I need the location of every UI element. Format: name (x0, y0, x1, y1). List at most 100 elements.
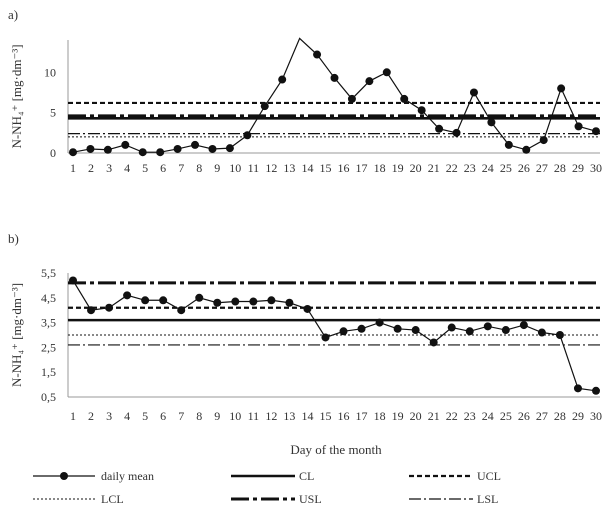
legend-item-usl: USL (231, 492, 322, 506)
daily-mean-point (592, 386, 600, 395)
x-tick-label: 24 (482, 409, 494, 423)
daily-mean-point (504, 140, 513, 149)
daily-mean-point (86, 144, 95, 153)
x-tick-label: 15 (319, 161, 331, 175)
daily-mean-point (278, 75, 287, 84)
x-tick-label: 2 (88, 161, 94, 175)
chart-panel-b: b)N-NH₄⁺ [mg·dm⁻³]0,51,52,53,54,55,51 2 3 4… (8, 231, 602, 423)
chart-legend: daily mean CL UCL LCL USL LSL (33, 469, 501, 506)
x-tick-label: 20 (410, 161, 422, 175)
x-tick-label: 10 (229, 161, 241, 175)
x-tick-label: 8 (196, 161, 202, 175)
daily-mean-point (357, 324, 366, 333)
daily-mean-point (365, 77, 374, 86)
x-tick-label: 18 (374, 409, 386, 423)
daily-mean-point (465, 327, 474, 336)
daily-mean-point (105, 303, 114, 312)
daily-mean-point (375, 318, 384, 327)
legend-label: LCL (101, 492, 124, 506)
x-tick-label: 6 (160, 409, 166, 423)
x-tick-label: 4 (124, 409, 130, 423)
x-tick-label: 24 (482, 161, 494, 175)
x-tick-label: 14 (301, 161, 313, 175)
x-tick-label: 26 (518, 161, 530, 175)
daily-mean-point (573, 384, 582, 393)
x-tick-label: 17 (356, 161, 368, 175)
daily-mean-point (123, 291, 132, 300)
daily-mean-point (213, 298, 222, 307)
x-tick-label: 30 (590, 409, 602, 423)
x-tick-label: 16 (338, 409, 350, 423)
daily-mean-point (429, 338, 438, 347)
daily-mean-point (347, 94, 356, 103)
x-tick-label: 30 (590, 161, 602, 175)
daily-mean-point (121, 140, 130, 149)
daily-mean-point (574, 122, 583, 131)
daily-mean-point (519, 321, 528, 330)
daily-mean-line (72, 280, 597, 392)
x-tick-label: 21 (428, 161, 440, 175)
y-tick-label: 4,5 (41, 291, 56, 305)
y-tick-label: 2,5 (41, 340, 56, 354)
daily-mean-point (393, 324, 402, 333)
x-tick-label: 25 (500, 161, 512, 175)
daily-mean-point (249, 297, 258, 306)
x-tick-label: 1 (70, 161, 76, 175)
daily-mean-point (260, 102, 269, 111)
legend-label: UCL (477, 469, 501, 483)
x-tick-label: 4 (124, 161, 130, 175)
y-tick-label: 0,5 (41, 390, 56, 404)
x-tick-label: 12 (265, 161, 277, 175)
x-tick-label: 16 (338, 161, 350, 175)
daily-mean-point (231, 297, 240, 306)
daily-mean-point (303, 304, 312, 313)
daily-mean-point (501, 326, 510, 335)
legend-item-daily: daily mean (33, 469, 154, 483)
y-tick-label: 5 (50, 106, 56, 120)
daily-mean-point (225, 144, 234, 153)
x-tick-label: 22 (446, 409, 458, 423)
daily-mean-point (469, 88, 478, 97)
daily-mean-point (195, 293, 204, 302)
x-tick-label: 2 (88, 409, 94, 423)
x-tick-label: 28 (554, 409, 566, 423)
x-axis-label: Day of the month (290, 442, 382, 457)
x-tick-label: 28 (554, 161, 566, 175)
x-tick-label: 29 (572, 409, 584, 423)
daily-mean-point (435, 124, 444, 133)
daily-mean-point (313, 50, 322, 59)
daily-mean-point (339, 327, 348, 336)
y-tick-label: 1,5 (41, 365, 56, 379)
x-tick-label: 27 (536, 409, 548, 423)
x-tick-label: 26 (518, 409, 530, 423)
daily-mean-point (69, 276, 77, 285)
panel-label: b) (8, 231, 19, 246)
x-tick-label: 23 (464, 161, 476, 175)
daily-mean-point (417, 106, 426, 115)
x-tick-label: 3 (106, 161, 112, 175)
daily-mean-point (69, 148, 77, 157)
daily-mean-point (555, 331, 564, 339)
y-tick-label: 10 (44, 65, 56, 79)
x-tick-label: 20 (410, 409, 422, 423)
legend-item-ucl: UCL (409, 469, 501, 483)
daily-mean-point (411, 326, 420, 335)
x-tick-label: 5 (142, 409, 148, 423)
legend-label: CL (299, 469, 314, 483)
daily-mean-point (87, 306, 96, 315)
x-tick-label: 22 (446, 161, 458, 175)
y-tick-label: 5,5 (41, 266, 56, 280)
daily-mean-point (522, 145, 531, 154)
y-tick-label: 3,5 (41, 316, 56, 330)
x-tick-label: 19 (392, 409, 404, 423)
x-tick-label: 8 (196, 409, 202, 423)
x-tick-label: 9 (214, 409, 220, 423)
daily-mean-line (72, 37, 597, 153)
daily-mean-point (487, 118, 496, 127)
daily-mean-point (177, 306, 186, 315)
x-tick-label: 13 (283, 161, 295, 175)
daily-mean-point (447, 323, 456, 332)
